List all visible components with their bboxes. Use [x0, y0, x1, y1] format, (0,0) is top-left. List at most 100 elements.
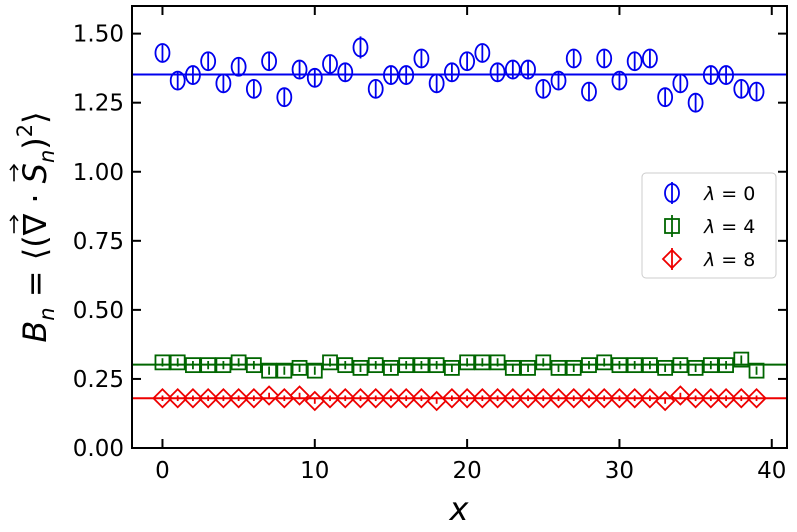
data-point — [443, 62, 460, 83]
data-point — [702, 357, 719, 374]
data-point — [654, 390, 676, 412]
y-label-vector-arrows — [9, 163, 19, 234]
legend-marker — [664, 183, 680, 203]
x-axis-label: x — [449, 490, 470, 528]
y-tick-label: 0.50 — [73, 298, 124, 324]
data-point — [639, 388, 661, 409]
legend-entry: λ = 4 — [703, 216, 755, 238]
data-point — [289, 385, 310, 406]
data-point — [441, 388, 463, 409]
data-point — [291, 59, 308, 80]
data-point — [746, 388, 767, 409]
data-point — [261, 362, 277, 379]
data-point — [487, 388, 508, 409]
legend-lambda: λ — [703, 183, 715, 205]
data-point — [322, 354, 338, 371]
data-point — [489, 62, 506, 83]
data-point — [715, 388, 737, 409]
data-point — [520, 59, 536, 80]
legend-value: = 0 — [715, 183, 755, 205]
data-point — [535, 354, 552, 371]
x-tick-label: 40 — [757, 458, 786, 484]
data-point — [398, 357, 415, 374]
data-point — [502, 388, 524, 409]
data-point — [672, 357, 689, 374]
data-point — [169, 70, 186, 91]
y-axis-label: Bn = ⟨(∇ · Sn)2⟩ — [9, 111, 59, 343]
data-point — [748, 362, 765, 379]
data-point — [245, 78, 262, 99]
data-point — [642, 357, 658, 374]
data-point — [169, 354, 186, 371]
data-point — [213, 388, 234, 409]
y-label-close: ) — [16, 137, 54, 149]
data-point — [626, 51, 643, 72]
y-label-rangle: ⟩ — [16, 111, 54, 123]
plot-frame — [131, 5, 788, 449]
y-label-nabla: ∇ — [16, 213, 54, 236]
vector-arrow-head — [9, 214, 19, 222]
data-point — [687, 359, 704, 376]
data-point — [413, 48, 430, 69]
legend-marker — [661, 248, 683, 270]
data-point — [228, 388, 249, 409]
data-point — [428, 357, 445, 374]
data-point — [626, 357, 643, 374]
y-label-sub-n: n — [35, 307, 59, 320]
y-tick-label: 0.00 — [73, 436, 124, 462]
data-point — [411, 388, 432, 409]
y-label-eq: = ⟨( — [16, 235, 54, 307]
legend-entry: λ = 0 — [703, 183, 755, 205]
y-label-sub-n2: n — [35, 150, 59, 163]
data-point — [563, 388, 585, 409]
data-point — [337, 357, 354, 374]
data-point — [702, 65, 719, 85]
data-point — [367, 357, 384, 374]
data-point — [154, 354, 171, 371]
data-point — [578, 388, 600, 409]
data-point — [733, 78, 750, 99]
legend-lambda: λ — [703, 249, 715, 271]
data-points — [152, 36, 767, 412]
data-point — [520, 359, 536, 376]
data-point — [504, 359, 521, 376]
data-point — [609, 388, 630, 409]
data-point — [611, 357, 628, 374]
data-point — [380, 388, 402, 409]
vector-arrow-head — [9, 163, 19, 171]
data-point — [261, 51, 277, 72]
data-point — [367, 78, 384, 99]
data-point — [504, 59, 521, 80]
x-tick-label: 10 — [300, 458, 329, 484]
data-point — [197, 388, 219, 409]
data-point — [337, 62, 354, 83]
data-point — [642, 48, 658, 69]
axis-ticks: 0 10 20 30 40 0.00 0.25 0.50 0.75 1.00 1.25 1.50 — [73, 6, 787, 484]
data-point — [748, 81, 765, 102]
data-point — [215, 357, 232, 374]
data-point — [398, 65, 415, 85]
data-point — [472, 388, 493, 409]
data-point — [593, 388, 615, 409]
series-square — [154, 351, 765, 379]
data-point — [215, 73, 232, 94]
data-point — [581, 81, 597, 102]
data-point — [533, 388, 554, 409]
data-point — [258, 385, 280, 406]
data-point — [230, 56, 247, 77]
series-circle — [154, 36, 765, 113]
data-point — [182, 388, 204, 409]
data-point — [550, 359, 567, 376]
y-tick-label: 1.50 — [73, 22, 124, 48]
data-point — [443, 359, 460, 376]
y-label-sup: 2 — [13, 124, 37, 137]
x-tick-label: 0 — [155, 458, 170, 484]
data-point — [334, 388, 356, 409]
data-point — [276, 362, 293, 379]
data-point — [581, 357, 597, 374]
y-tick-label: 0.25 — [73, 367, 124, 393]
legend-box — [641, 172, 777, 279]
data-point — [395, 388, 417, 409]
data-point — [200, 357, 217, 374]
